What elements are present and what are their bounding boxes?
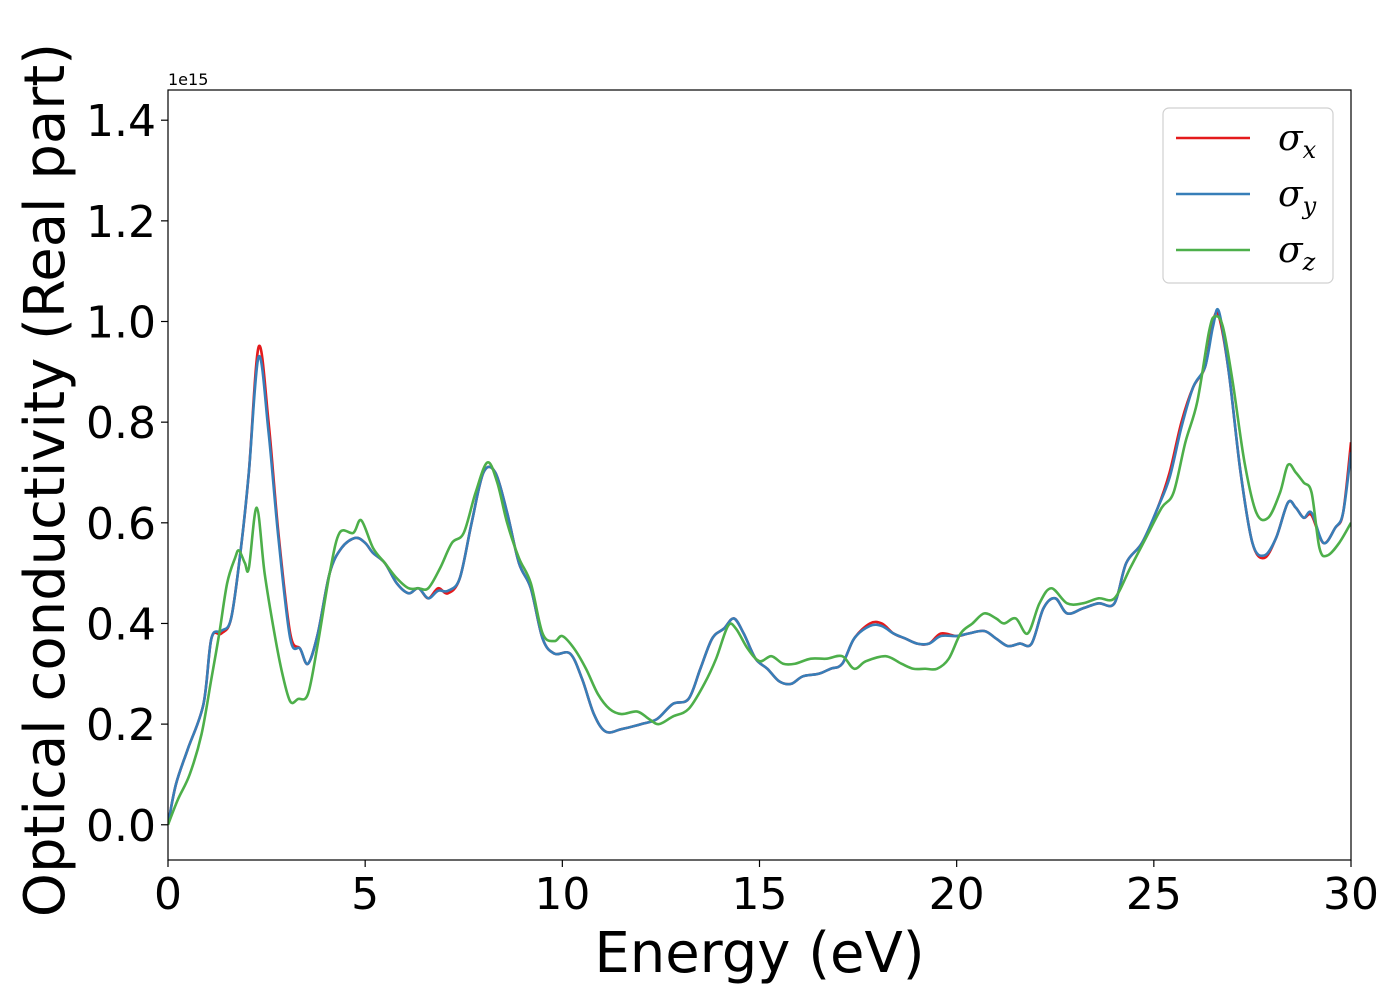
x-tick-label: 25: [1126, 869, 1182, 920]
y-tick-label: 0.8: [86, 398, 156, 449]
legend: σx σy σz: [1162, 107, 1334, 284]
x-tick-label: 5: [351, 869, 379, 920]
y-offset-label: 1e15: [168, 70, 208, 89]
legend-label-z: σz: [1278, 230, 1316, 276]
y-tick-label: 1.4: [86, 96, 156, 147]
y-tick-label: 0.0: [86, 801, 156, 852]
x-tick-label: 10: [534, 869, 590, 920]
y-tick-label: 1.0: [86, 298, 156, 349]
legend-label-y: σy: [1278, 174, 1317, 220]
y-axis-label: Optical conductivity (Real part): [13, 43, 78, 917]
legend-box: [1162, 107, 1334, 284]
x-axis: 0 5 10 15 20 25 30: [154, 860, 1379, 920]
series-line-z: [168, 314, 1351, 826]
y-tick-label: 0.2: [86, 700, 156, 751]
y-tick-label: 0.4: [86, 599, 156, 650]
y-tick-label: 0.6: [86, 499, 156, 550]
series-line-y: [168, 308, 1351, 826]
legend-label-x: σx: [1278, 118, 1317, 164]
y-axis: 0.0 0.2 0.4 0.6 0.8 1.0 1.2 1.4: [86, 96, 168, 852]
y-tick-label: 1.2: [86, 197, 156, 248]
series-layer: [168, 308, 1351, 826]
x-axis-label: Energy (eV): [594, 921, 924, 986]
x-tick-label: 30: [1323, 869, 1379, 920]
x-tick-label: 20: [929, 869, 985, 920]
x-tick-label: 0: [154, 869, 182, 920]
series-line-x: [168, 310, 1351, 826]
x-tick-label: 15: [732, 869, 788, 920]
